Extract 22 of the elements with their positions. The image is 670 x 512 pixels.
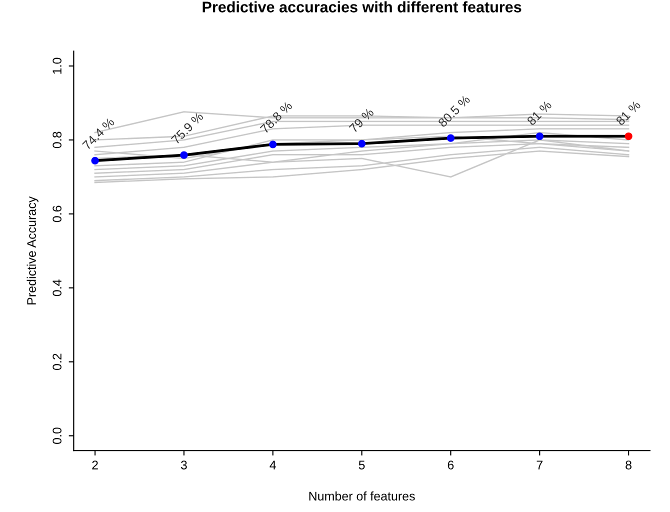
x-tick-label: 8 [626,460,632,470]
data-label: 81 % [526,100,552,126]
y-tick-label: 1.0 [52,58,62,74]
x-tick-label: 4 [270,460,276,470]
x-axis-title: Number of features [309,491,415,501]
x-tick-label: 3 [180,460,187,470]
data-label: 78.8 % [260,100,293,134]
data-label: 75.9 % [170,112,204,145]
x-tick-label: 5 [358,460,365,470]
x-tick-label: 2 [92,460,98,470]
y-tick-label: 0.8 [52,132,62,148]
y-tick-label: 0.0 [52,428,62,444]
y-tick-label: 0.6 [52,206,62,222]
data-label: 79 % [348,107,374,134]
data-label: 81 % [615,100,642,126]
chart-title: Predictive accuracies with different features [202,1,522,12]
x-tick-label: 7 [536,460,542,470]
data-label: 74.4 % [82,117,115,150]
y-axis-title: Predictive Accuracy [26,196,38,304]
x-tick-label: 6 [448,460,454,470]
y-tick-label: 0.2 [52,354,62,370]
y-tick-label: 0.4 [52,280,62,296]
